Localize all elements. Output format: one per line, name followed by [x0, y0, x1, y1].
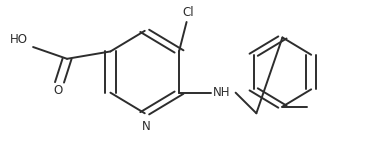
Text: Cl: Cl: [183, 6, 194, 19]
Text: HO: HO: [10, 33, 27, 46]
Text: N: N: [142, 120, 151, 133]
Text: O: O: [53, 84, 62, 97]
Text: NH: NH: [213, 86, 231, 99]
